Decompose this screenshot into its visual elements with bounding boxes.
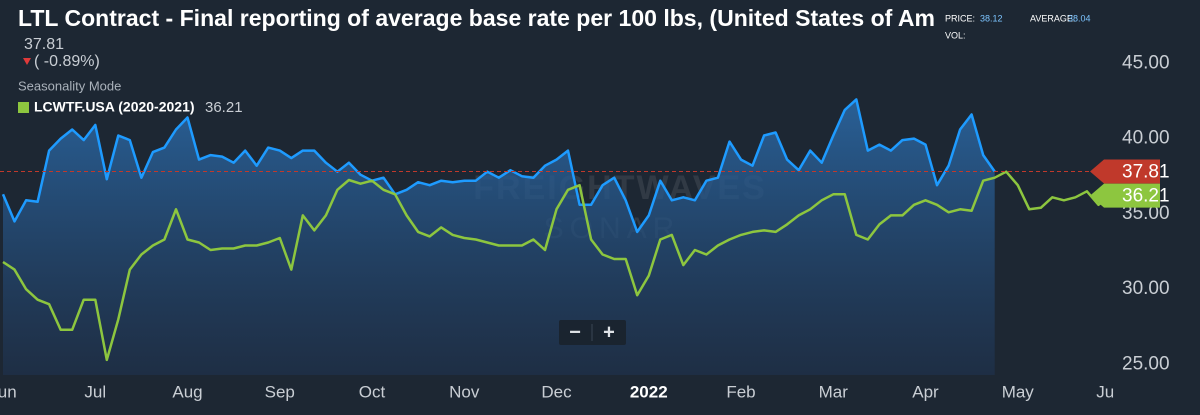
zoom-in[interactable]: + (603, 321, 615, 343)
y-tick-label: 45.00 (1122, 52, 1170, 73)
x-axis: Jun Jul Aug Sep Oct Nov Dec 2022 Feb Mar Apr May Jun (0, 382, 1123, 401)
x-tick-label: May (1002, 382, 1035, 401)
x-tick-label: Jul (84, 382, 106, 401)
value-badge-label: 37.81 (1122, 162, 1170, 183)
x-tick-label: Nov (449, 382, 480, 401)
plot-area: FREIGHTWAVESSONAR (0, 98, 1115, 376)
info-value: 38.12 (980, 13, 1003, 23)
x-tick-label: Apr (912, 382, 939, 401)
info-label: VOL: (945, 30, 966, 40)
down-arrow (23, 58, 31, 65)
line (1, 98, 996, 234)
info-box (936, 4, 1116, 46)
current-value: 37.81 (24, 36, 64, 53)
x-tick-label: Feb (726, 382, 755, 401)
x-tick-label: Mar (819, 382, 849, 401)
overlay: 25.00 30.00 35.00 40.00 45.00 36.21 37.81 LTL C… (18, 4, 1170, 374)
info-value: 38.04 (1068, 13, 1091, 23)
info-label: PRICE: (945, 13, 975, 23)
legend-entry: LCWTF.USA (2020-2021) (34, 99, 195, 115)
value-badge (1090, 183, 1160, 208)
x-tick-label: Oct (359, 382, 386, 401)
y-tick-label: 35.00 (1122, 203, 1170, 224)
x-tick-label: Sep (265, 382, 295, 401)
x-tick-label: Jun (1096, 382, 1123, 401)
legend-value: 36.21 (205, 99, 243, 116)
y-tick-label: 40.00 (1122, 128, 1170, 149)
mode-label: Seasonality Mode (18, 78, 121, 93)
y-tick-label: 30.00 (1122, 278, 1170, 299)
y-tick-label: 25.00 (1122, 353, 1170, 374)
line (2, 170, 1111, 362)
value-badge (1090, 159, 1160, 184)
x-tick-label: 2022 (630, 382, 668, 401)
zoom-out[interactable]: − (569, 321, 581, 343)
x-tick-label: Jun (0, 382, 17, 401)
value-badge-label: 36.21 (1122, 186, 1170, 207)
legend-swatch (18, 102, 29, 113)
area (3, 99, 995, 376)
x-tick-label: Dec (541, 382, 572, 401)
x-tick-label: Aug (172, 382, 202, 401)
chart-title: LTL Contract - Final reporting of averag… (18, 5, 935, 31)
change: ( -0.89%) (34, 53, 100, 70)
info-label: AVERAGE: (1030, 13, 1075, 23)
